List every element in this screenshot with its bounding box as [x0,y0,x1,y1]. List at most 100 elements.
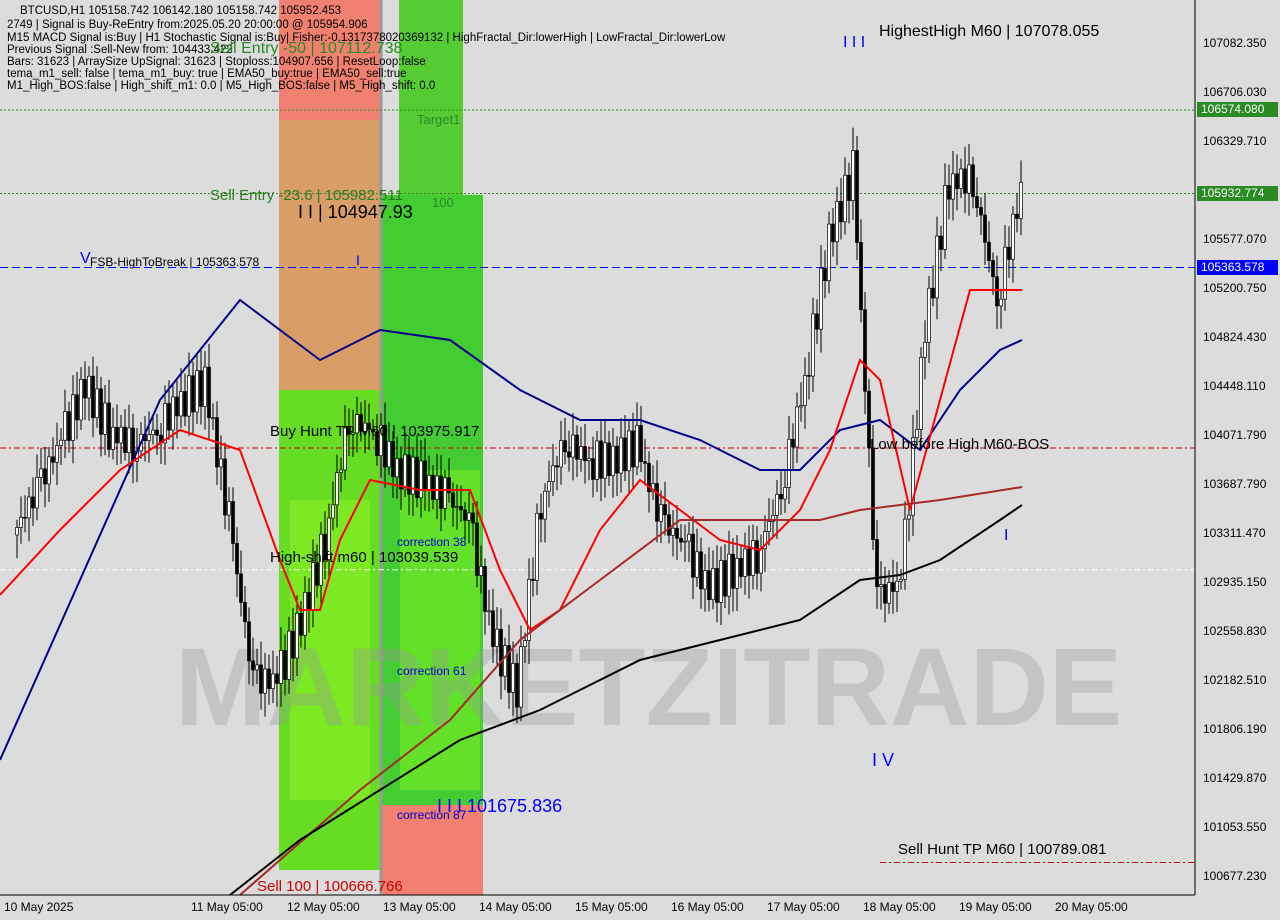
candle-body [15,527,19,536]
candle-body [523,640,527,647]
candle-body [283,650,287,680]
candle-body [819,267,823,330]
candle-body [71,394,75,441]
candle-body [115,426,119,444]
candle-body [611,445,615,476]
candle-body [467,512,471,521]
candle-body [491,610,495,647]
candle-body [251,660,255,671]
candle-body [279,650,283,684]
candle-body [39,468,43,478]
candle-body [635,425,639,468]
candle-body [275,673,279,684]
candle-body [267,668,271,690]
candle-body [739,558,743,577]
time-label: 18 May 05:00 [863,900,936,914]
candle-body [723,560,727,597]
candle-body [63,411,67,441]
price-tick: 105200.750 [1203,280,1267,295]
zone-right [381,0,483,895]
time-label: 17 May 05:00 [767,900,840,914]
candle-body [851,150,855,201]
candle-body [967,164,971,194]
candle-body [1003,246,1007,300]
candle-body [535,513,539,581]
candle-body [519,646,523,708]
candle-body [751,540,755,576]
candle-body [583,446,587,462]
candle-body [443,477,447,509]
candle-body [963,168,967,194]
price-tag: 105363.578 [1197,259,1278,275]
candle-body [1007,246,1011,260]
price-tick: 101806.190 [1203,722,1267,737]
ma-brown-line [239,486,1023,896]
candle-body [507,645,511,693]
candle-body [91,375,95,419]
time-label: 16 May 05:00 [671,900,744,914]
candle-body [243,601,247,623]
level-101675-label: I I I 101675.836 [437,796,563,816]
candle-body [59,439,63,446]
candle-body [711,568,715,600]
candle-body [403,454,407,490]
candle-body [835,201,839,243]
candle-body [887,582,891,604]
candle-body [567,451,571,458]
candle-body [375,431,379,456]
candle-body [699,551,703,590]
candle-body [595,440,599,480]
price-tick: 106706.030 [1203,84,1267,99]
candle-body [859,242,863,311]
buy-hunt-label: Buy Hunt TP M60 | 103975.917 [270,423,480,440]
candle-body [719,560,723,603]
candle-body [531,578,535,581]
candle-body [947,185,951,200]
candle-body [195,370,199,413]
candle-body [431,474,435,500]
time-label: 14 May 05:00 [479,900,552,914]
candle-body [927,287,931,343]
candle-body [387,441,391,468]
candle-body [691,533,695,578]
candle-body [43,468,47,485]
candle-body [511,663,515,693]
candle-body [147,434,151,441]
price-tick: 100677.230 [1203,869,1267,884]
candle-body [663,504,667,516]
candle-body [463,509,467,521]
info-macd: M15 MACD Signal is:Buy | H1 Stochastic S… [7,32,726,44]
sell-entry-50-label: Sell Entry -50 | 107112.738 [210,40,403,57]
candle-body [331,504,335,519]
candle-body [335,472,339,506]
candle-body [87,375,91,399]
candle-body [411,456,415,495]
candle-body [435,475,439,500]
candle-body [627,430,631,472]
candle-body [19,516,23,528]
candle-body [427,474,431,491]
candle-body [191,375,195,413]
candle-body [875,539,879,588]
candle-body [391,441,395,478]
candle-body [487,610,491,613]
candle-body [415,456,419,499]
candle-body [615,445,619,474]
candle-body [347,427,351,435]
candle-body [639,425,643,462]
candle-body [891,582,895,592]
candle-body [203,366,207,407]
time-label: 12 May 05:00 [287,900,360,914]
candle-body [955,173,959,189]
candle-body [771,515,775,522]
candle-body [779,494,783,500]
candle-body [547,481,551,492]
candle-body [811,313,815,377]
candle-body [903,518,907,580]
candle-body [599,440,603,479]
sell-entry-23-label: Sell Entry -23.6 | 105982.511 [210,187,403,204]
candle-body [407,454,411,495]
candle-body [539,513,543,520]
